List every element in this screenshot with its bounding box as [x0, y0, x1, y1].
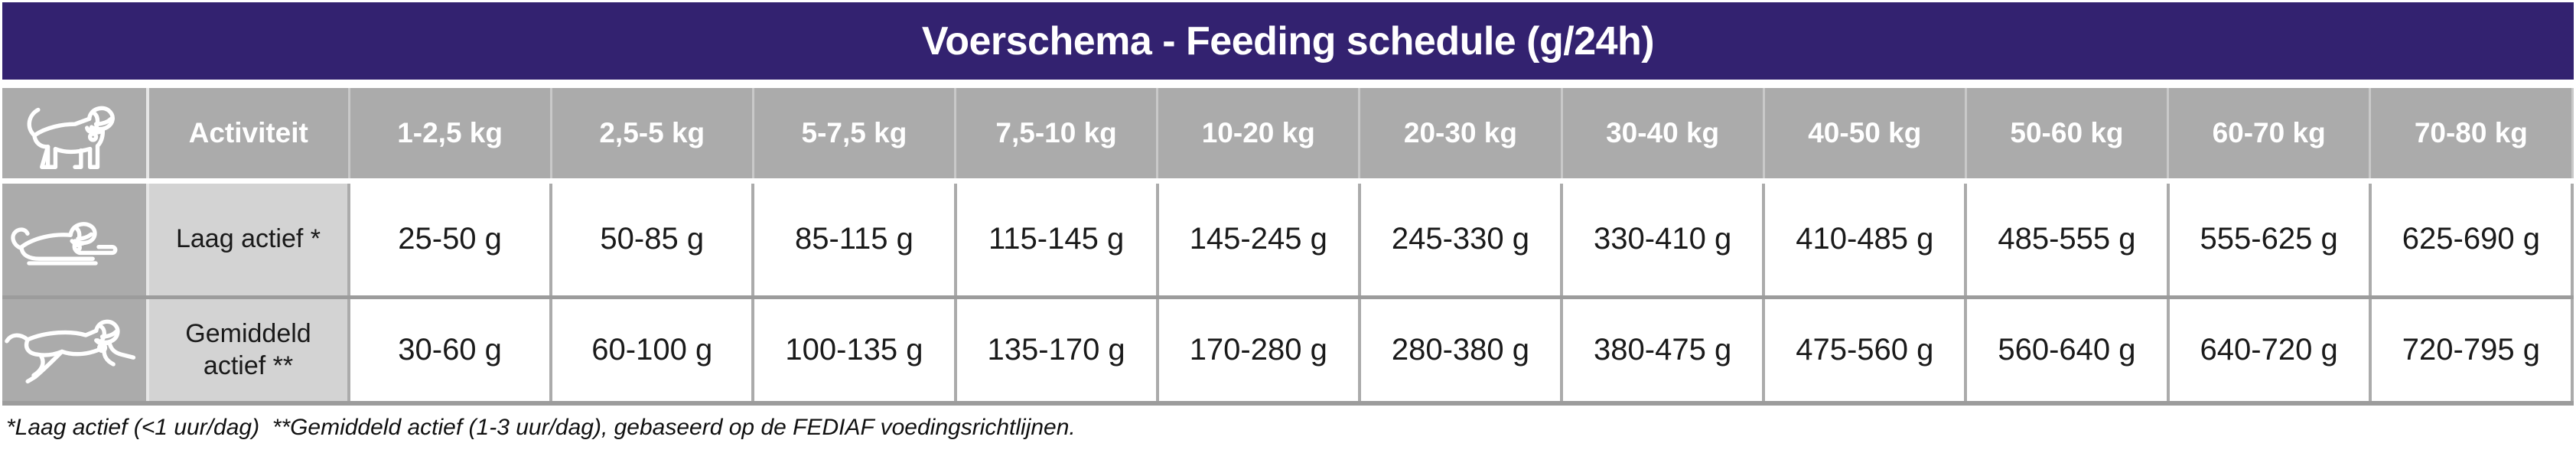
feeding-amount-cell: 170-280 g: [1157, 297, 1361, 406]
footnote: *Laag actief (<1 uur/dag) **Gemiddeld ac…: [6, 415, 1076, 440]
column-header-weight-3: 5-7,5 kg: [753, 88, 957, 184]
column-header-weight-9: 50-60 kg: [1965, 88, 2170, 184]
title-banner: Voerschema - Feeding schedule (g/24h): [2, 2, 2574, 80]
feeding-amount-cell: 720-795 g: [2369, 297, 2574, 406]
feeding-amount-cell: 475-560 g: [1763, 297, 1968, 406]
lying-dog-icon: [11, 221, 118, 266]
column-header-weight-1: 1-2,5 kg: [349, 88, 552, 184]
feeding-amount-cell: 330-410 g: [1562, 181, 1766, 299]
running-dog-icon: [5, 319, 136, 384]
feeding-amount-cell: 100-135 g: [753, 297, 957, 406]
feeding-amount-cell: 555-625 g: [2167, 181, 2372, 299]
column-header-weight-2: 2,5-5 kg: [551, 88, 754, 184]
schedule-title: Voerschema - Feeding schedule (g/24h): [921, 18, 1655, 64]
feeding-table: Activiteit 1-2,5 kg 2,5-5 kg 5-7,5 kg 7,…: [2, 88, 2574, 406]
feeding-amount-cell: 50-85 g: [551, 181, 755, 299]
row-gemiddeld-actief: Gemiddeld actief ** 30-60 g 60-100 g 100…: [2, 297, 2574, 406]
header-icon-cell: [2, 88, 149, 184]
row-laag-actief: Laag actief * 25-50 g 50-85 g 85-115 g 1…: [2, 181, 2574, 299]
feeding-amount-cell: 135-170 g: [955, 297, 1159, 406]
row-icon-cell: [2, 297, 149, 406]
column-header-weight-7: 30-40 kg: [1562, 88, 1765, 184]
feeding-amount-cell: 625-690 g: [2369, 181, 2574, 299]
feeding-amount-cell: 25-50 g: [349, 181, 553, 299]
column-header-weight-5: 10-20 kg: [1157, 88, 1361, 184]
feeding-amount-cell: 30-60 g: [349, 297, 553, 406]
feeding-amount-cell: 560-640 g: [1965, 297, 2170, 406]
column-header-weight-4: 7,5-10 kg: [955, 88, 1159, 184]
row-icon-cell: [2, 181, 149, 299]
standing-dog-icon: [27, 106, 115, 169]
feeding-amount-cell: 380-475 g: [1562, 297, 1766, 406]
feeding-amount-cell: 640-720 g: [2167, 297, 2372, 406]
column-header-weight-11: 70-80 kg: [2369, 88, 2574, 184]
feeding-amount-cell: 85-115 g: [753, 181, 957, 299]
header-row: Activiteit 1-2,5 kg 2,5-5 kg 5-7,5 kg 7,…: [2, 88, 2574, 184]
column-header-weight-6: 20-30 kg: [1359, 88, 1563, 184]
activity-label: Gemiddeld actief **: [148, 297, 350, 406]
feeding-amount-cell: 145-245 g: [1157, 181, 1361, 299]
feeding-amount-cell: 245-330 g: [1359, 181, 1564, 299]
feeding-amount-cell: 410-485 g: [1763, 181, 1968, 299]
feeding-amount-cell: 115-145 g: [955, 181, 1159, 299]
feeding-amount-cell: 280-380 g: [1359, 297, 1564, 406]
column-header-activity: Activiteit: [148, 88, 350, 184]
activity-label: Laag actief *: [148, 181, 350, 299]
column-header-weight-10: 60-70 kg: [2167, 88, 2372, 184]
banner-table-gap: [0, 80, 2576, 88]
feeding-amount-cell: 485-555 g: [1965, 181, 2170, 299]
column-header-weight-8: 40-50 kg: [1763, 88, 1967, 184]
feeding-amount-cell: 60-100 g: [551, 297, 755, 406]
